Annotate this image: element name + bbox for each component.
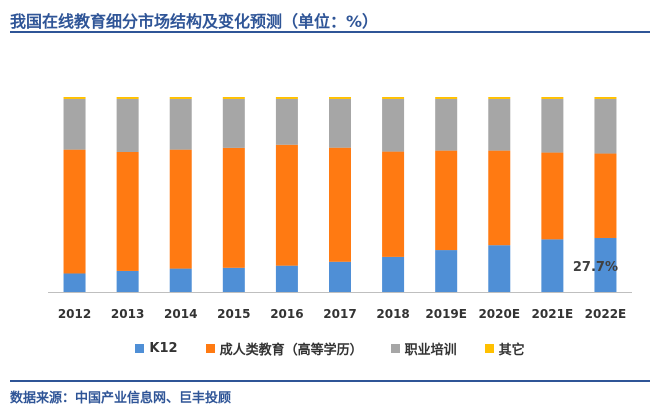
x-tick-label: 2019E bbox=[425, 307, 467, 321]
legend-label-k12: K12 bbox=[149, 341, 178, 356]
bar-vocational-training-2021E bbox=[541, 98, 564, 153]
bar-other-2016 bbox=[275, 97, 298, 99]
bar-adult-education-2022E bbox=[594, 153, 617, 238]
legend-item-vocational-training: 职业培训 bbox=[390, 339, 457, 358]
bar-adult-education-2016 bbox=[275, 144, 298, 266]
bar-other-2013 bbox=[116, 97, 139, 99]
bar-adult-education-2015 bbox=[222, 147, 245, 268]
bar-vocational-training-2012 bbox=[63, 98, 86, 150]
x-tick-label: 2020E bbox=[478, 307, 520, 321]
bar-k12-2018 bbox=[382, 256, 405, 292]
legend: K12 成人类教育（高等学历） 职业培训 其它 bbox=[0, 339, 660, 358]
bar-k12-2017 bbox=[329, 261, 351, 292]
bar-adult-education-2019E bbox=[435, 150, 458, 251]
legend-item-k12: K12 bbox=[135, 339, 178, 358]
chart-title: 我国在线教育细分市场结构及变化预测（单位：%） bbox=[10, 12, 379, 31]
bar-vocational-training-2019E bbox=[435, 98, 458, 151]
bar-vocational-training-2020E bbox=[488, 98, 511, 151]
bar-vocational-training-2022E bbox=[594, 98, 617, 154]
bar-k12-2014 bbox=[169, 268, 192, 292]
bar-other-2018 bbox=[382, 97, 405, 99]
bar-k12-2013 bbox=[116, 270, 139, 292]
x-tick-label: 2013 bbox=[111, 307, 144, 321]
legend-swatch-other bbox=[484, 344, 494, 353]
bar-vocational-training-2014 bbox=[169, 98, 192, 150]
bar-other-2020E bbox=[488, 97, 511, 99]
legend-swatch-vocational-training bbox=[390, 344, 400, 353]
legend-label-other: 其它 bbox=[498, 343, 525, 358]
bar-k12-2021E bbox=[541, 239, 564, 292]
bar-k12-2015 bbox=[222, 267, 245, 292]
x-tick-label: 2014 bbox=[164, 307, 197, 321]
stacked-bar-chart: 2012 2013 2014 2015 2016 2017 2018 2019E 2020E 20… bbox=[48, 97, 632, 321]
legend-swatch-k12 bbox=[135, 344, 145, 353]
x-tick-label: 2012 bbox=[58, 307, 91, 321]
x-tick-label: 2017 bbox=[323, 307, 356, 321]
bar-other-2014 bbox=[169, 97, 192, 99]
bar-vocational-training-2015 bbox=[222, 98, 245, 148]
bar-other-2012 bbox=[63, 97, 86, 99]
bar-other-2021E bbox=[541, 97, 564, 99]
bar-k12-2016 bbox=[275, 265, 298, 292]
data-label: 27.7% bbox=[573, 260, 618, 275]
bar-k12-2022E bbox=[594, 237, 617, 292]
bar-adult-education-2017 bbox=[329, 147, 351, 262]
x-tick-label: 2015 bbox=[217, 307, 250, 321]
legend-item-other: 其它 bbox=[484, 339, 525, 358]
bar-vocational-training-2017 bbox=[329, 98, 351, 148]
bar-vocational-training-2018 bbox=[382, 98, 405, 152]
bar-adult-education-2012 bbox=[63, 149, 86, 274]
legend-swatch-adult-education bbox=[205, 344, 215, 353]
bar-other-2015 bbox=[222, 97, 245, 99]
bar-vocational-training-2013 bbox=[116, 98, 139, 152]
title-divider bbox=[10, 31, 650, 33]
legend-label-vocational-training: 职业培训 bbox=[404, 343, 457, 358]
data-source: 数据来源：中国产业信息网、巨丰投顾 bbox=[10, 391, 232, 406]
bar-vocational-training-2016 bbox=[275, 98, 298, 145]
bar-adult-education-2013 bbox=[116, 151, 139, 271]
bar-adult-education-2020E bbox=[488, 150, 511, 246]
bar-adult-education-2018 bbox=[382, 151, 405, 257]
x-tick-label: 2016 bbox=[270, 307, 303, 321]
legend-item-adult-education: 成人类教育（高等学历） bbox=[205, 339, 363, 358]
x-tick-label: 2022E bbox=[585, 307, 627, 321]
bar-k12-2012 bbox=[63, 273, 86, 292]
bar-adult-education-2014 bbox=[169, 149, 192, 269]
x-tick-label: 2018 bbox=[376, 307, 409, 321]
bar-other-2022E bbox=[594, 97, 617, 99]
bar-other-2017 bbox=[329, 97, 351, 99]
bar-k12-2020E bbox=[488, 245, 511, 292]
legend-label-adult-education: 成人类教育（高等学历） bbox=[219, 343, 363, 358]
footer-divider bbox=[10, 380, 650, 382]
bar-k12-2019E bbox=[435, 250, 458, 292]
bar-adult-education-2021E bbox=[541, 152, 564, 240]
x-tick-label: 2021E bbox=[532, 307, 574, 321]
bar-other-2019E bbox=[435, 97, 458, 99]
